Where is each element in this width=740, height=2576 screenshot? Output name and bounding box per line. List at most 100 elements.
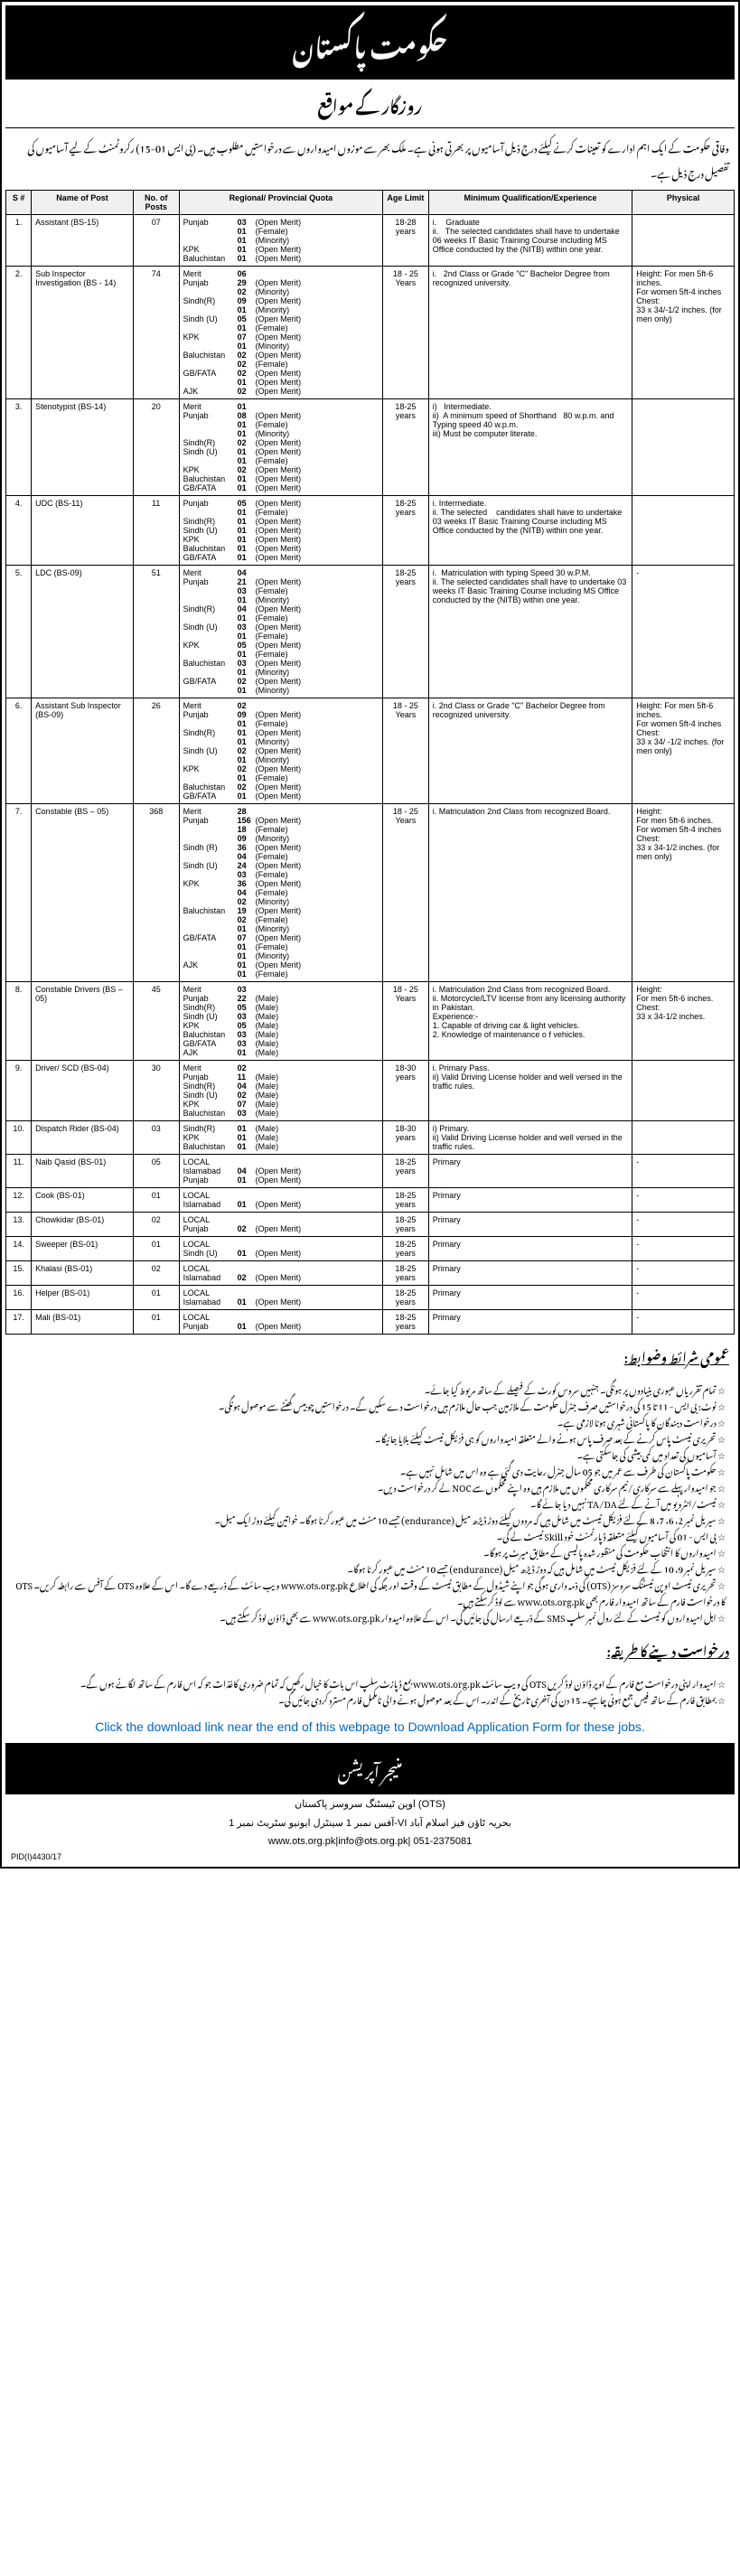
cell-regional: Merit03Punjab22(Male)Sindh(R)05(Male)Sin… [179,982,382,1061]
cell-regional: Punjab03(Open Merit)01(Female)01(Minorit… [179,215,382,267]
cell-sno: 6. [6,698,32,804]
table-row: 13.Chowkidar (BS-01)02LOCALPunjab02(Open… [6,1213,735,1237]
cell-post: UDC (BS-11) [32,496,134,566]
footer-line3: www.ots.org.pk|info@ots.org.pk| 051-2375… [5,1832,735,1850]
col-phys: Physical [632,191,735,215]
cell-phys: - [632,1261,735,1286]
cell-age: 18 - 25 Years [383,804,429,982]
cell-regional: Merit02Punjab09(Open Merit)01(Female)Sin… [179,698,382,804]
cell-qual: Primary [428,1155,632,1188]
cell-regional: Merit02Punjab11(Male)Sindh(R)04(Male)Sin… [179,1061,382,1121]
cell-phys [632,1121,735,1155]
cell-age: 18-25 years [383,399,429,496]
table-row: 6.Assistant Sub Inspector (BS-09)26Merit… [6,698,735,804]
cell-phys: - [632,1213,735,1237]
cell-qual: i. 2nd Class or Grade "C" Bachelor Degre… [428,267,632,399]
cell-age: 18 - 25 Years [383,698,429,804]
cell-qual: Primary [428,1310,632,1335]
cell-qual: i. Graduate ii. The selected candidates … [428,215,632,267]
cell-regional: LOCALIslamabad01(Open Merit) [179,1188,382,1213]
cell-qual: Primary [428,1237,632,1261]
table-row: 3.Stenotypist (BS-14)20Merit01Punjab08(O… [6,399,735,496]
cell-post: Helper (BS-01) [32,1286,134,1310]
cell-noposts: 11 [133,496,179,566]
cell-phys: - [632,1237,735,1261]
cell-sno: 10. [6,1121,32,1155]
cell-qual: i) Primary. ii) Valid Driving License ho… [428,1121,632,1155]
cell-age: 18-30 years [383,1121,429,1155]
cell-phys: - [632,1155,735,1188]
col-sno: S # [6,191,32,215]
cell-sno: 17. [6,1310,32,1335]
apply-heading: درخواست دینے کا طریقہ: [5,1628,735,1671]
cell-noposts: 368 [133,804,179,982]
cell-post: Chowkidar (BS-01) [32,1213,134,1237]
cell-noposts: 03 [133,1121,179,1155]
terms-heading: عمومی شرائط وضوابط: [5,1335,735,1377]
cell-sno: 3. [6,399,32,496]
cell-regional: Merit04Punjab21(Open Merit)03(Female)01(… [179,566,382,698]
cell-age: 18 - 25 Years [383,267,429,399]
cell-noposts: 01 [133,1237,179,1261]
cell-age: 18-25 years [383,1188,429,1213]
cell-post: Stenotypist (BS-14) [32,399,134,496]
cell-sno: 1. [6,215,32,267]
cell-noposts: 05 [133,1155,179,1188]
cell-noposts: 30 [133,1061,179,1121]
cell-age: 18-25 years [383,496,429,566]
table-row: 9.Driver/ SCD (BS-04)30Merit02Punjab11(M… [6,1061,735,1121]
cell-sno: 11. [6,1155,32,1188]
cell-phys: - [632,566,735,698]
table-row: 8.Constable Drivers (BS – 05)45Merit03Pu… [6,982,735,1061]
cell-post: Mali (BS-01) [32,1310,134,1335]
cell-noposts: 02 [133,1261,179,1286]
table-row: 7.Constable (BS – 05)368Merit28Punjab156… [6,804,735,982]
cell-regional: Merit01Punjab08(Open Merit)01(Female)01(… [179,399,382,496]
cell-sno: 2. [6,267,32,399]
cell-phys [632,496,735,566]
cell-qual: i. Matriculation 2nd Class from recogniz… [428,804,632,982]
table-header-row: S # Name of Post No. of Posts Regional/ … [6,191,735,215]
cell-age: 18-25 years [383,1155,429,1188]
col-post: Name of Post [32,191,134,215]
cell-regional: LOCALIslamabad02(Open Merit) [179,1261,382,1286]
cell-sno: 7. [6,804,32,982]
cell-sno: 16. [6,1286,32,1310]
terms-line: ☆ اہل امیدواروں کو ٹیسٹ کے لئے رول نمبر … [14,1608,726,1625]
cell-regional: LOCALSindh (U)01(Open Merit) [179,1237,382,1261]
cell-qual: i. 2nd Class or Grade "C" Bachelor Degre… [428,698,632,804]
cell-qual: i. Primary Pass. ii) Valid Driving Licen… [428,1061,632,1121]
col-noposts: No. of Posts [133,191,179,215]
intro-text: وفاقی حکومت کے ایک اہم ادارے کو تعینات ک… [5,128,735,190]
cell-noposts: 07 [133,215,179,267]
table-row: 11.Naib Qasid (BS-01)05LOCALIslamabad04(… [6,1155,735,1188]
cell-phys [632,1061,735,1121]
cell-post: Sub Inspector Investigation (BS - 14) [32,267,134,399]
cell-regional: Sindh(R)01(Male)KPK01(Male)Baluchistan01… [179,1121,382,1155]
footer-line1: اوپن ٹیسٹنگ سروسز پاکستان (OTS) [5,1794,735,1813]
table-row: 10.Dispatch Rider (BS-04)03Sindh(R)01(Ma… [6,1121,735,1155]
cell-phys [632,215,735,267]
table-row: 15.Khalasi (BS-01)02LOCALIslamabad02(Ope… [6,1261,735,1286]
table-row: 1.Assistant (BS-15)07Punjab03(Open Merit… [6,215,735,267]
cell-post: Constable (BS – 05) [32,804,134,982]
cell-qual: i. Matriculation with typing Speed 30 w.… [428,566,632,698]
cell-sno: 4. [6,496,32,566]
cell-post: Naib Qasid (BS-01) [32,1155,134,1188]
cell-phys: - [632,1310,735,1335]
cell-qual: i. Intermediate. ii. The selected candid… [428,496,632,566]
terms-content: ☆ تمام تقرریاں عبوری بنیادوں پر ہونگی۔ ج… [5,1377,735,1628]
cell-noposts: 01 [133,1310,179,1335]
cell-noposts: 01 [133,1188,179,1213]
cell-noposts: 51 [133,566,179,698]
cell-sno: 9. [6,1061,32,1121]
cell-phys [632,399,735,496]
cell-regional: Merit06Punjab29(Open Merit)02(Minority)S… [179,267,382,399]
cell-noposts: 02 [133,1213,179,1237]
cell-age: 18 - 25 Years [383,982,429,1061]
table-row: 14.Sweeper (BS-01)01LOCALSindh (U)01(Ope… [6,1237,735,1261]
cell-qual: Primary [428,1261,632,1286]
cell-regional: LOCALIslamabad01(Open Merit) [179,1286,382,1310]
table-row: 2.Sub Inspector Investigation (BS - 14)7… [6,267,735,399]
footer-line2: آفس نمبر 1 سینٹرل ایونیو سٹریٹ نمبر 1-VI… [5,1813,735,1832]
